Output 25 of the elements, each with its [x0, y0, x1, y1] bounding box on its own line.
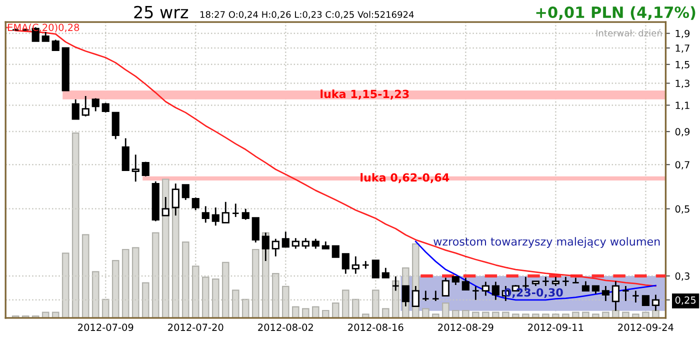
y-tick-label: 0,9 [675, 128, 690, 136]
y-tick-label: 1,5 [676, 61, 690, 70]
x-tick-label: 2012-08-29 [438, 324, 494, 331]
chart-title: 25 wrz [134, 6, 188, 18]
band-label: luka 0,62-0,64 [360, 173, 450, 184]
y-tick-label: 0,5 [675, 205, 690, 214]
chart-subtitle: 18:27 O:0,24 H:0,26 L:0,23 C:0,25 Vol:5216924 [200, 10, 414, 19]
text: +0,01 PLN (4,17%) [536, 6, 696, 20]
y-tick-label: 1,3 [676, 80, 690, 88]
y-tick-label: 1,1 [676, 102, 690, 110]
y-tick-label: 0,7 [675, 161, 690, 170]
y-tick-label: 0,25 [675, 296, 696, 305]
band-label: luka 1,15-1,23 [320, 90, 409, 100]
y-tick-label: 1,9 [676, 30, 690, 38]
x-tick-label: 2012-08-02 [258, 324, 313, 331]
x-tick-label: 2012-09-24 [618, 324, 674, 331]
legend-label: EMA(C,20)0,28 [8, 24, 80, 32]
x-tick-label: 2012-08-16 [348, 324, 404, 331]
y-tick-label: 1,7 [676, 44, 690, 53]
y-tick-label: 0,3 [675, 272, 690, 281]
annotation: wzrostom towarzyszy malejący wolumen [434, 237, 660, 248]
x-tick-label: 2012-07-09 [78, 324, 134, 331]
x-tick-label: 2012-07-20 [168, 324, 224, 331]
annotation: Interwał: dzień [596, 29, 662, 36]
x-tick-label: 2012-09-11 [528, 324, 584, 331]
